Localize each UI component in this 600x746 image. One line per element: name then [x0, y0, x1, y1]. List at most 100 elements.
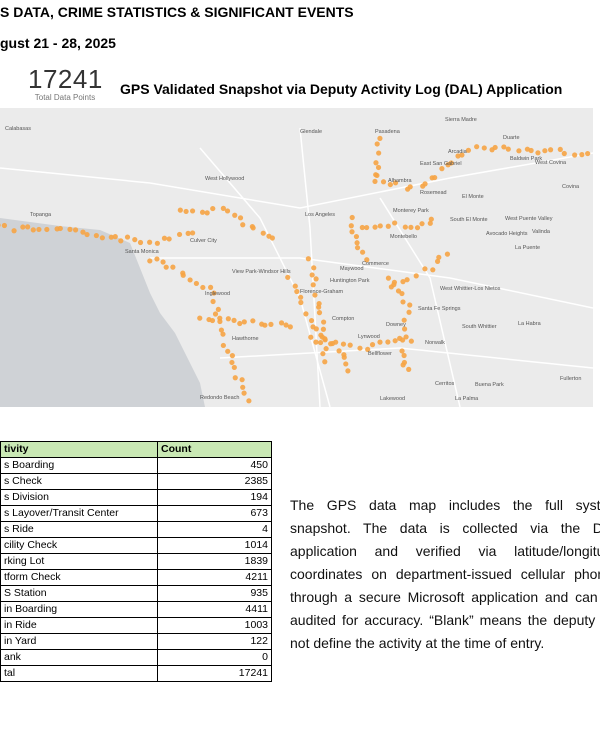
gps-point — [231, 364, 237, 371]
gps-point — [298, 299, 304, 306]
table-row: s Ride 4 — [0, 521, 272, 538]
gps-point — [218, 327, 225, 333]
table-row: ank 0 — [0, 649, 272, 666]
map-label: Baldwin Park — [510, 156, 542, 162]
gps-point — [501, 144, 507, 150]
gps-point — [391, 282, 397, 288]
gps-point — [309, 272, 315, 278]
gps-point — [312, 292, 318, 298]
stat: 17241 Total Data Points — [28, 64, 102, 102]
gps-point — [414, 225, 421, 231]
gps-point — [112, 234, 118, 240]
gps-point — [313, 339, 319, 345]
gps-point — [232, 212, 238, 218]
header-date: gust 21 - 28, 2025 — [0, 35, 116, 51]
gps-point — [354, 245, 361, 251]
count-cell: 673 — [157, 505, 272, 522]
stat-value: 17241 — [28, 64, 103, 94]
gps-point — [154, 256, 160, 262]
gps-point — [428, 216, 434, 222]
gps-point — [285, 274, 291, 280]
gps-point — [321, 319, 327, 325]
gps-point — [231, 317, 237, 323]
count-cell: 2385 — [157, 473, 272, 490]
gps-point — [310, 282, 316, 288]
map-label: La Puente — [515, 245, 540, 251]
gps-point — [407, 302, 413, 308]
count-cell: 935 — [157, 585, 272, 602]
gps-point — [308, 334, 314, 340]
gps-point — [455, 153, 461, 159]
gps-point — [579, 152, 585, 158]
gps-point — [154, 240, 160, 246]
gps-point — [444, 251, 451, 257]
map-label: Calabasas — [5, 126, 31, 132]
gps-point — [294, 288, 300, 295]
map-label: Monterey Park — [393, 208, 429, 214]
gps-point — [311, 265, 317, 271]
gps-point — [183, 208, 189, 215]
gps-point — [1, 222, 8, 229]
gps-point — [465, 147, 472, 153]
gps-point — [377, 223, 383, 229]
map-label: Topanga — [30, 212, 52, 218]
gps-point — [364, 224, 370, 231]
gps-point — [84, 231, 90, 238]
gps-point — [399, 348, 405, 354]
gps-point — [225, 316, 231, 322]
gps-point — [180, 272, 186, 278]
gps-point — [303, 311, 309, 317]
count-cell: 0 — [157, 649, 272, 666]
gps-point — [278, 320, 285, 326]
gps-point — [316, 310, 323, 316]
gps-point — [170, 264, 176, 270]
map-label: Rosemead — [420, 190, 447, 196]
gps-point — [160, 259, 166, 265]
gps-point — [400, 362, 406, 368]
gps-point — [341, 354, 347, 360]
gps-point — [434, 258, 441, 264]
gps-point — [197, 315, 203, 321]
gps-point — [287, 324, 293, 330]
map-label: La Habra — [518, 321, 542, 327]
map-label: Inglewood — [205, 291, 230, 297]
count-cell: 4 — [157, 521, 272, 538]
gps-point — [189, 208, 196, 214]
gps-point — [36, 226, 42, 233]
gps-point — [292, 283, 298, 289]
gps-point — [528, 147, 534, 154]
gps-point — [348, 223, 354, 229]
gps-point — [400, 279, 406, 285]
gps-point — [400, 299, 406, 305]
activity-cell: tform Check — [0, 569, 158, 586]
map-label: Cerritos — [435, 381, 455, 387]
map-label: Huntington Park — [330, 278, 370, 284]
activity-cell: s Boarding — [0, 457, 158, 474]
gps-point — [340, 341, 347, 347]
gps-point — [185, 230, 191, 236]
gps-point — [176, 231, 183, 238]
map-labels: Calabasas Topanga Glendale Pasadena Sierra M… — [5, 117, 581, 402]
stat-label: Total Data Points — [34, 93, 96, 102]
gps-point — [419, 221, 425, 227]
gps-point — [229, 353, 236, 359]
activity-cell: s Ride — [0, 521, 158, 538]
gps-point — [376, 150, 382, 156]
gps-point — [93, 232, 99, 239]
map-label: South El Monte — [450, 217, 488, 223]
gps-point — [427, 220, 433, 226]
activity-table: tivity Count s Boarding 450 s Check 2385 s D… — [0, 441, 272, 682]
gps-point — [585, 150, 591, 157]
gps-point — [432, 174, 438, 181]
map-label: Sierra Madre — [445, 117, 477, 123]
gps-point — [199, 209, 206, 215]
gps-point — [57, 225, 63, 232]
gps-point — [365, 346, 371, 353]
gps-point — [225, 348, 231, 354]
gps-point — [250, 318, 256, 324]
map-label: Avocado Heights — [486, 231, 528, 237]
table-row: tal 17241 — [0, 665, 272, 682]
gps-point — [200, 284, 206, 291]
map-label: Glendale — [300, 129, 322, 135]
